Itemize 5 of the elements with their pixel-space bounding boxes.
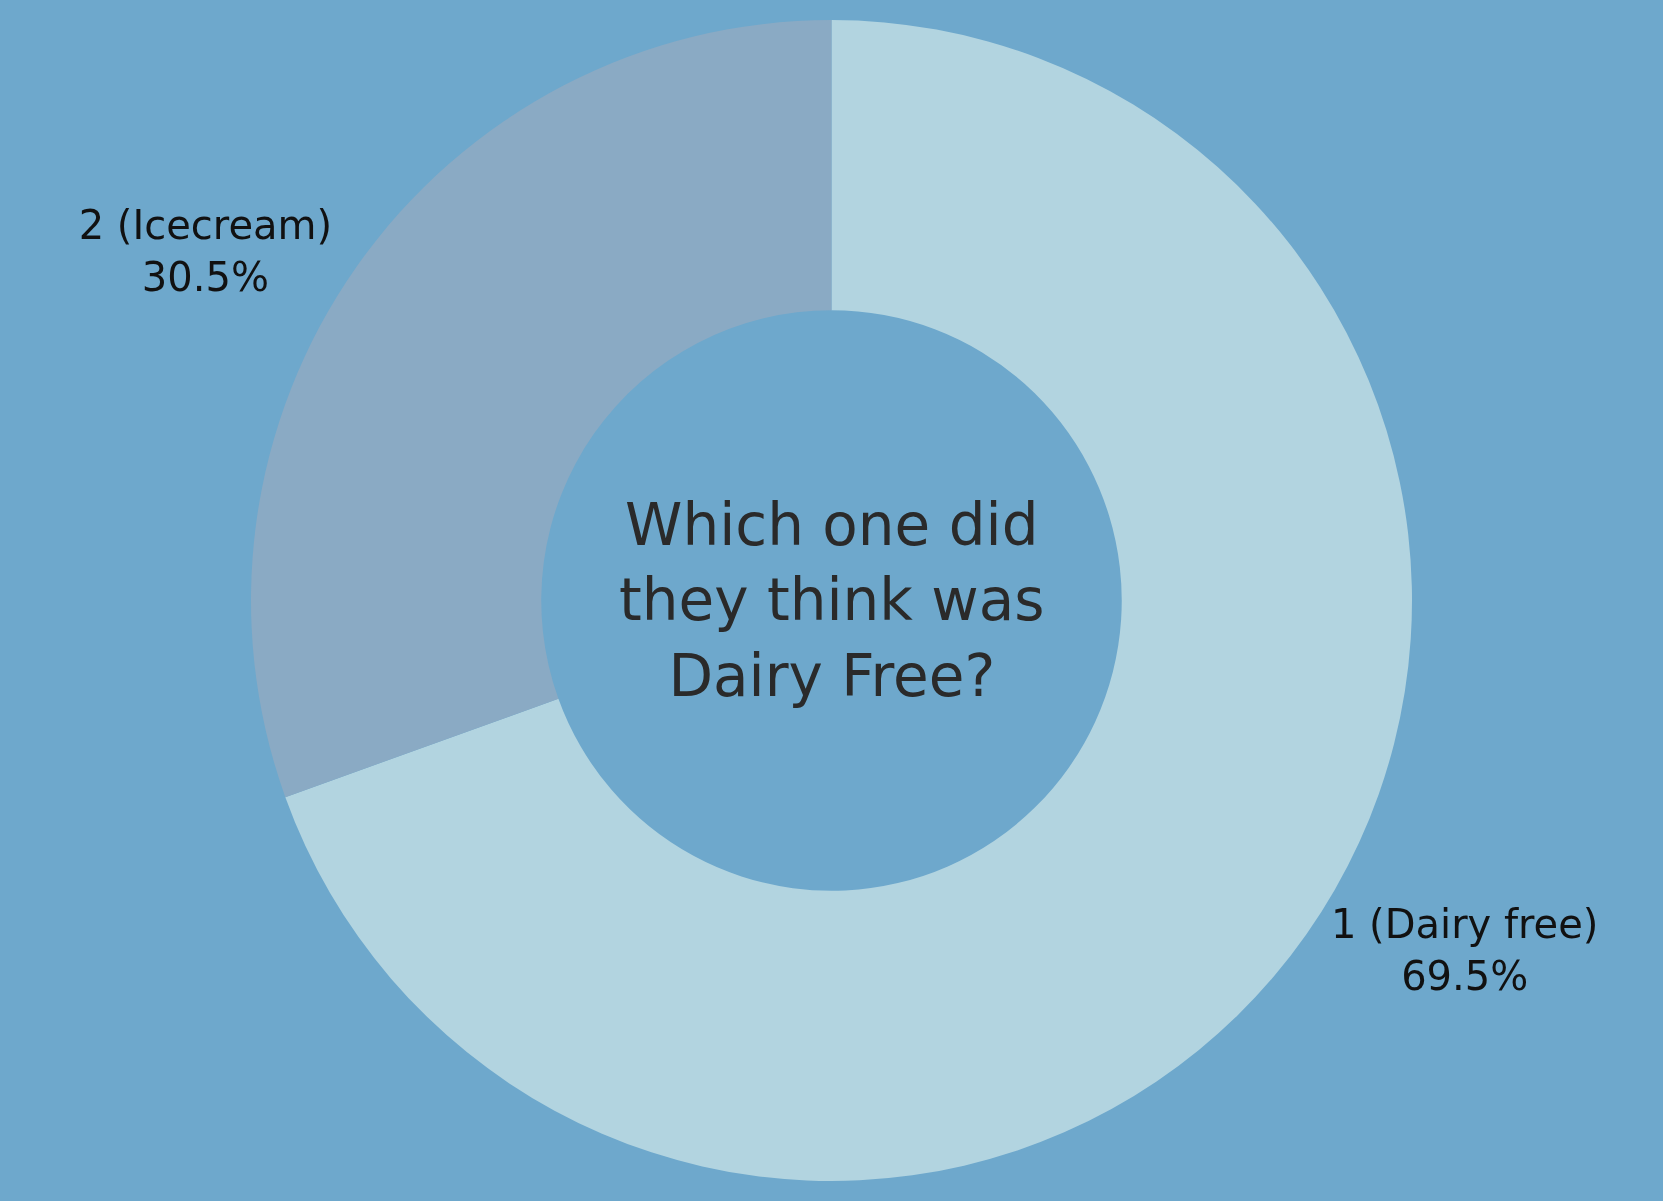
slice-label: 2 (Icecream) bbox=[78, 201, 333, 248]
data-label: 30.5% bbox=[141, 253, 269, 300]
slice-label: 1 (Dairy free) bbox=[1330, 901, 1599, 948]
data-label: 69.5% bbox=[1401, 953, 1529, 1000]
text: Which one did they think was Dairy Free? bbox=[619, 491, 1045, 710]
